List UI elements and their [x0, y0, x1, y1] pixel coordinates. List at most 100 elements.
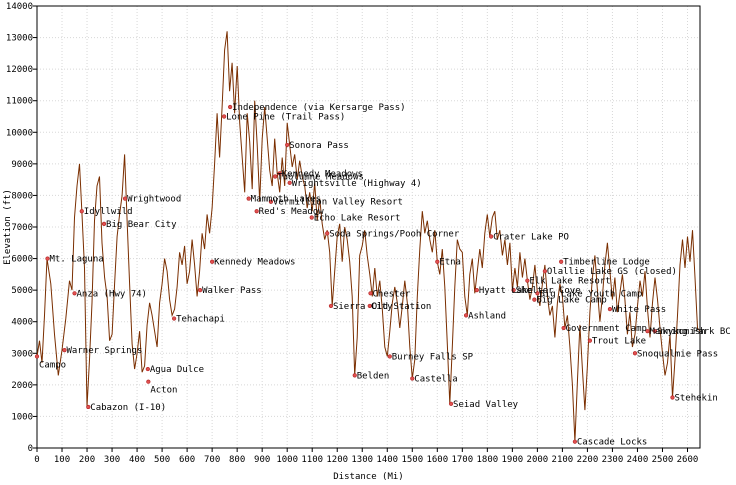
waypoint-label: Stehekin	[674, 393, 717, 403]
waypoint-label: Agua Dulce	[150, 365, 204, 375]
waypoint-marker	[228, 104, 233, 110]
x-tick-label: 400	[129, 455, 145, 465]
waypoint-label: Shelter Cove	[516, 286, 581, 296]
y-tick-label: 4000	[11, 318, 33, 328]
y-tick-label: 8000	[11, 191, 33, 201]
waypoint-label: Manning Park BC	[649, 327, 730, 337]
y-tick-label: 2000	[11, 381, 33, 391]
waypoint-marker	[367, 303, 372, 309]
y-tick-label: 6000	[11, 255, 33, 265]
x-tick-label: 0	[34, 455, 39, 465]
x-tick-label: 2000	[527, 455, 549, 465]
x-tick-label: 1900	[502, 455, 524, 465]
x-axis-title: Distance (Mi)	[333, 472, 403, 482]
x-tick-label: 800	[229, 455, 245, 465]
waypoint-label: Ashland	[468, 311, 506, 321]
x-tick-label: 2100	[552, 455, 574, 465]
waypoint-label: Cascade Locks	[577, 438, 647, 448]
waypoint-marker	[72, 291, 77, 296]
x-tick-label: 600	[179, 455, 195, 465]
waypoint-marker	[45, 256, 50, 261]
x-tick-label: 900	[254, 455, 270, 465]
waypoint-label: Chester	[373, 289, 412, 299]
waypoint-marker	[287, 180, 292, 185]
x-tick-label: 1800	[476, 455, 498, 465]
waypoint-marker	[448, 401, 454, 406]
y-tick-label: 10000	[6, 128, 33, 138]
waypoint-marker	[632, 351, 638, 356]
y-tick-label: 5000	[11, 286, 33, 296]
waypoint-marker	[435, 259, 440, 264]
x-tick-label: 1500	[401, 455, 423, 465]
waypoint-label: Castella	[414, 375, 457, 385]
waypoint-label: Walker Pass	[202, 286, 262, 296]
waypoint-label: Trout Lake	[592, 337, 646, 347]
waypoint-marker	[122, 196, 128, 201]
y-tick-label: 13000	[6, 34, 33, 44]
y-tick-label: 14000	[6, 2, 33, 12]
waypoint-marker	[525, 278, 530, 283]
waypoint-label: Red's Meadow	[259, 207, 325, 217]
waypoint-marker	[246, 196, 251, 201]
waypoint-label: Wrightwood	[127, 195, 181, 205]
waypoint-label: Sonora Pass	[289, 141, 349, 151]
waypoint-marker	[198, 288, 203, 293]
waypoint-marker	[587, 338, 593, 343]
waypoint-marker	[86, 404, 91, 410]
waypoint-label: Old Station	[372, 302, 432, 312]
waypoint-marker	[387, 354, 392, 359]
waypoint-label: Wrightsville (Highway 4)	[292, 179, 422, 189]
waypoint-label: Big Bear City	[106, 220, 177, 230]
waypoint-label: Soda Springs/Pooh Corner	[329, 229, 460, 239]
waypoint-marker	[210, 259, 215, 264]
waypoint-label: Kennedy Meadows	[282, 169, 363, 179]
waypoint-marker	[511, 288, 516, 293]
waypoint-label: Cabazon (I-10)	[90, 403, 166, 413]
x-axis-ticks: 0 100 200 300 400 500 600 700 800 900 1000 1100 1200…	[34, 448, 698, 465]
waypoint-label: Campo	[39, 360, 66, 370]
waypoint-marker	[410, 376, 415, 381]
x-tick-label: 2600	[677, 455, 699, 465]
waypoint-label: Snoqualmie Pass	[637, 349, 718, 359]
waypoint-marker	[652, 329, 658, 334]
waypoint-label: Hyatt Lake	[479, 286, 533, 296]
y-tick-label: 11000	[6, 97, 33, 107]
x-tick-label: 1100	[301, 455, 323, 465]
waypoint-marker	[474, 288, 479, 293]
waypoint-marker	[488, 234, 494, 239]
x-tick-label: 1300	[351, 455, 373, 465]
waypoint-marker	[572, 439, 578, 444]
waypoint-marker	[172, 316, 177, 321]
waypoint-label: Vermillion Valley Resort	[273, 198, 403, 208]
x-tick-label: 2300	[602, 455, 624, 465]
waypoint-marker	[146, 379, 151, 384]
waypoint-marker	[542, 269, 547, 274]
x-tick-label: 2200	[577, 455, 599, 465]
waypoint-marker	[325, 231, 330, 236]
waypoint-label: Seiad Valley	[453, 400, 519, 410]
x-tick-label: 2500	[652, 455, 674, 465]
waypoint-label: Independence (via Kersarge Pass)	[232, 103, 405, 113]
x-tick-label: 1600	[426, 455, 448, 465]
waypoint-marker	[285, 142, 290, 148]
waypoint-label: Government Camp	[566, 324, 647, 334]
waypoint-marker	[559, 259, 564, 264]
x-tick-label: 300	[104, 455, 120, 465]
y-tick-label: 12000	[6, 65, 33, 75]
y-tick-label: 7000	[11, 223, 33, 233]
y-axis-ticks: 0 1000 2000 3000 4000 5000 6000 7000 8000 9000 100…	[6, 2, 37, 454]
waypoint-label: Mammoth Lakes	[251, 195, 321, 205]
waypoint-marker	[277, 171, 282, 176]
waypoint-label: Big Lake Camp	[536, 296, 606, 306]
y-tick-label: 1000	[11, 412, 33, 422]
waypoint-marker	[535, 291, 540, 296]
waypoint-label: Olallie Lake GS (closed)	[547, 267, 677, 277]
waypoint-marker	[273, 174, 278, 179]
waypoint-label: Lone Pine (Trail Pass)	[226, 113, 345, 123]
waypoint-marker	[145, 366, 150, 372]
x-tick-label: 2400	[627, 455, 649, 465]
waypoint-marker	[268, 199, 274, 204]
waypoint-marker	[328, 303, 334, 309]
x-tick-label: 200	[79, 455, 95, 465]
